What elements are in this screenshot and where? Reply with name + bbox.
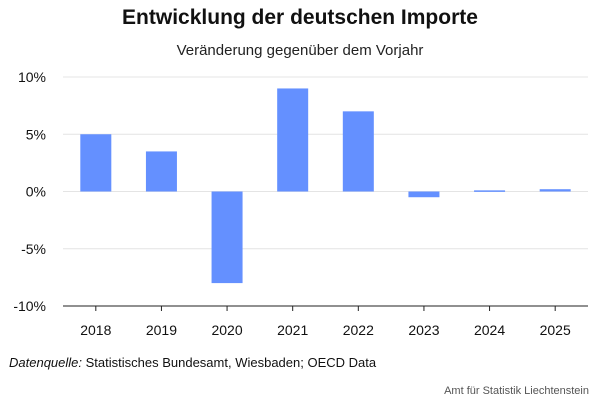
y-tick-label: 10% (18, 69, 46, 85)
data-source: Datenquelle: Statistisches Bundesamt, Wi… (9, 355, 376, 370)
x-tick-label: 2018 (80, 322, 111, 338)
data-source-text: Statistisches Bundesamt, Wiesbaden; OECD… (85, 355, 377, 370)
bar (145, 151, 177, 192)
x-tick-label: 2022 (343, 322, 374, 338)
x-tick-label: 2023 (408, 322, 439, 338)
chart-subtitle: Veränderung gegenüber dem Vorjahr (176, 42, 424, 59)
bar (80, 134, 112, 192)
bar (474, 190, 506, 192)
bar (211, 191, 243, 284)
x-tick-label: 2020 (211, 322, 242, 338)
bar (408, 191, 440, 198)
x-tick-label: 2021 (277, 322, 308, 338)
x-tick-label: 2019 (146, 322, 177, 338)
chart-title: Entwicklung der deutschen Importe (122, 6, 478, 29)
y-tick-label: -10% (13, 298, 46, 314)
y-tick-label: 0% (26, 184, 46, 200)
publisher-credit: Amt für Statistik Liechtenstein (444, 385, 589, 397)
y-tick-label: -5% (21, 241, 46, 257)
data-source-label: Datenquelle: (9, 355, 82, 370)
bar (342, 111, 374, 192)
bar (539, 189, 571, 192)
y-tick-label: 5% (26, 126, 46, 142)
x-tick-label: 2024 (474, 322, 505, 338)
x-tick-label: 2025 (540, 322, 571, 338)
bar (277, 88, 309, 192)
